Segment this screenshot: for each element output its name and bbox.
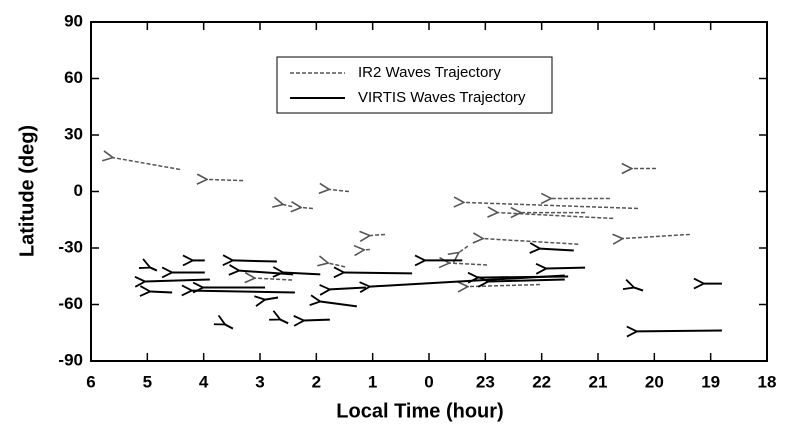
trajectory-arrow xyxy=(329,189,349,191)
x-tick-label: 19 xyxy=(701,372,720,391)
trajectory-arrow xyxy=(320,301,357,306)
y-tick-label: -30 xyxy=(58,237,83,256)
trajectory-arrow xyxy=(150,292,172,293)
legend-label: VIRTIS Waves Trajectory xyxy=(358,89,526,106)
x-tick-label: 21 xyxy=(589,372,608,391)
trajectory-arrow xyxy=(207,179,243,180)
x-tick-label: 4 xyxy=(199,372,209,391)
legend-label: IR2 Waves Trajectory xyxy=(358,64,501,81)
trajectory-arrow xyxy=(225,324,233,328)
trajectory-arrow xyxy=(483,239,578,245)
trajectory-arrow xyxy=(113,158,180,170)
trajectory-arrow xyxy=(546,268,585,269)
x-tick-label: 22 xyxy=(532,372,551,391)
trajectory-arrow xyxy=(192,291,295,293)
x-tick-label: 6 xyxy=(86,372,95,391)
x-axis-title: Local Time (hour) xyxy=(336,400,503,422)
trajectory-arrow xyxy=(478,276,568,277)
x-tick-label: 0 xyxy=(424,372,433,391)
trajectory-arrow xyxy=(255,278,292,280)
x-tick-label: 18 xyxy=(758,372,777,391)
trajectory-arrow xyxy=(301,208,313,209)
y-tick-label: 30 xyxy=(64,124,83,143)
x-tick-label: 3 xyxy=(255,372,264,391)
trajectory-arrow xyxy=(370,234,385,235)
y-tick-label: -60 xyxy=(58,294,83,313)
y-tick-label: 0 xyxy=(74,181,83,200)
trajectory-arrow xyxy=(233,260,277,261)
trajectory-arrow xyxy=(449,263,487,265)
trajectory-arrow xyxy=(540,249,574,251)
y-axis-title: Latitude (deg) xyxy=(16,125,38,257)
trajectory-arrow xyxy=(283,204,292,206)
trajectory-arrow xyxy=(459,246,468,252)
trajectory-arrow xyxy=(145,279,210,281)
trajectory-arrow xyxy=(304,320,330,321)
trajectory-arrow xyxy=(634,288,643,291)
x-tick-label: 23 xyxy=(476,372,495,391)
trajectory-arrow xyxy=(330,288,366,290)
trajectory-arrow xyxy=(637,330,722,331)
trajectory-arrow xyxy=(498,213,613,219)
y-tick-label: 90 xyxy=(64,11,83,30)
y-tick-label: 60 xyxy=(64,68,83,87)
trajectory-arrow xyxy=(623,234,690,238)
y-tick-label: -90 xyxy=(58,350,83,369)
x-tick-label: 1 xyxy=(368,372,377,391)
trajectory-arrow xyxy=(280,320,288,324)
trajectory-arrow xyxy=(328,263,345,267)
x-tick-label: 20 xyxy=(645,372,664,391)
trajectory-arrow xyxy=(464,202,638,208)
trajectory-arrow xyxy=(265,298,278,300)
trajectory-arrow xyxy=(344,272,412,273)
x-tick-label: 2 xyxy=(312,372,321,391)
trajectory-arrow xyxy=(150,268,157,271)
x-tick-label: 5 xyxy=(143,372,152,391)
trajectory-arrow xyxy=(468,285,540,287)
